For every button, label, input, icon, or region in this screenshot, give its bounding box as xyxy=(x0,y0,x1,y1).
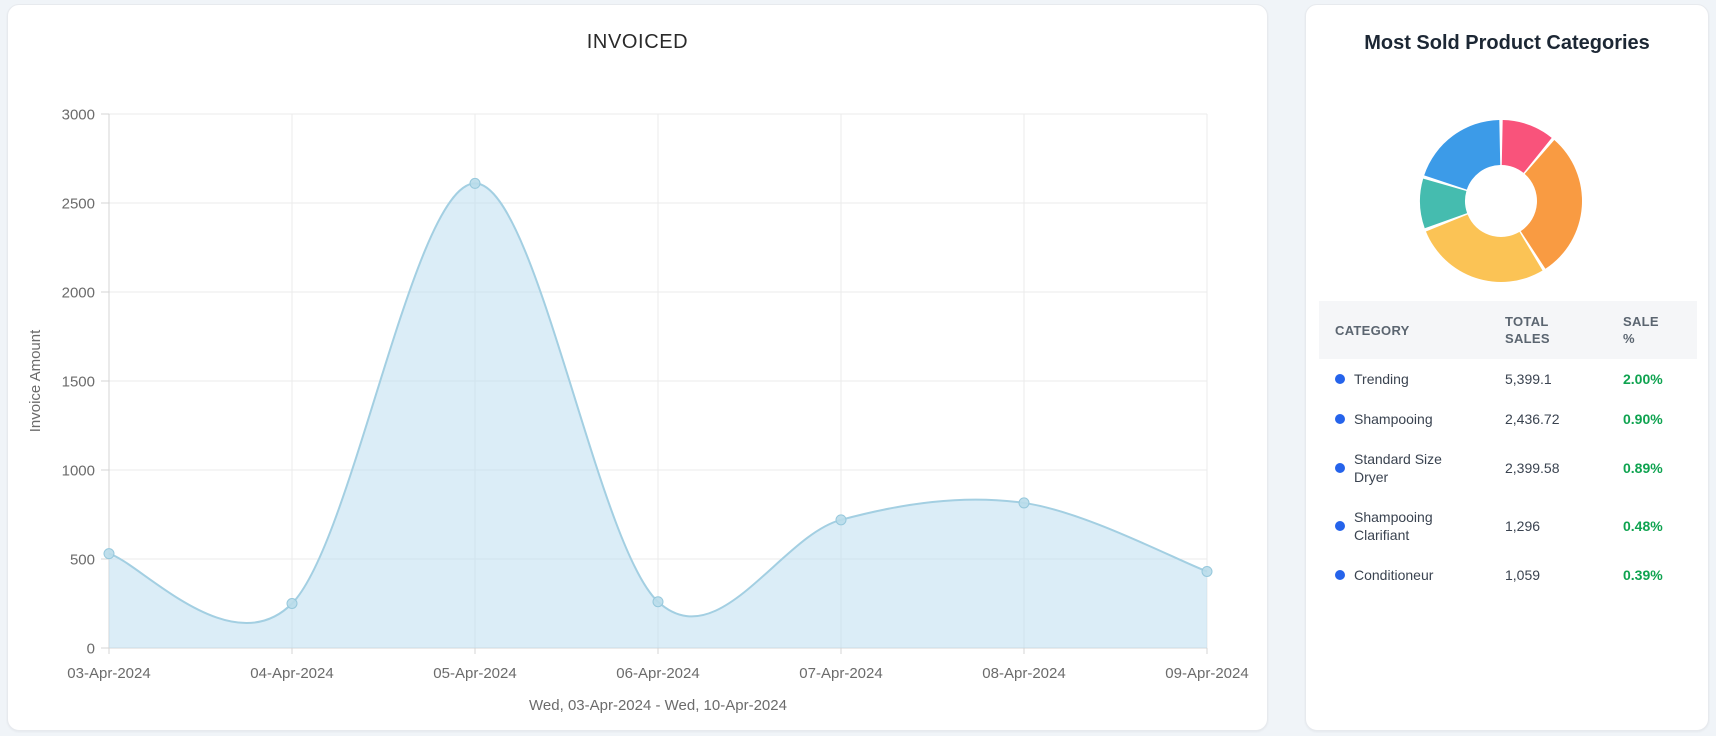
invoiced-chart-title: INVOICED xyxy=(586,31,689,53)
x-tick-label: 04-Apr-2024 xyxy=(250,665,333,682)
data-point[interactable] xyxy=(835,514,847,526)
sale-pct-value: 0.90% xyxy=(1623,411,1663,427)
category-bullet-icon xyxy=(1335,521,1345,531)
x-tick-label: 07-Apr-2024 xyxy=(799,665,882,682)
categories-table: CATEGORY TOTAL SALES SALE % Trending 5,3… xyxy=(1319,301,1697,595)
category-bullet-icon xyxy=(1335,374,1345,384)
x-tick-label: 05-Apr-2024 xyxy=(433,665,516,682)
category-label: Standard Size Dryer xyxy=(1354,451,1442,485)
category-cell: Shampooing xyxy=(1319,410,1491,428)
total-sales-value: 2,399.58 xyxy=(1505,460,1560,476)
category-bullet-icon xyxy=(1335,570,1345,580)
data-point[interactable] xyxy=(1201,565,1213,577)
header-total-sales: TOTAL SALES xyxy=(1505,314,1550,346)
data-point[interactable] xyxy=(469,177,481,189)
header-sale-pct: SALE % xyxy=(1623,314,1659,346)
category-bullet-icon xyxy=(1335,463,1345,473)
y-axis-label: Invoice Amount xyxy=(27,329,44,432)
donut-segment-1[interactable] xyxy=(1501,120,1552,173)
sale-pct-value: 0.48% xyxy=(1623,518,1663,534)
donut-segment-2[interactable] xyxy=(1520,140,1582,269)
x-tick-label: 09-Apr-2024 xyxy=(1165,665,1248,682)
invoiced-chart-card: INVOICED 0 500 1000 1500 2000 2500 3000 03-Apr-… xyxy=(7,4,1268,731)
categories-table-header: CATEGORY TOTAL SALES SALE % xyxy=(1319,301,1697,359)
donut-segment-3[interactable] xyxy=(1425,214,1543,282)
sale-pct-value: 2.00% xyxy=(1623,371,1663,387)
table-row[interactable]: Standard Size Dryer 2,399.58 0.89% xyxy=(1319,439,1697,497)
y-tick-label: 2500 xyxy=(62,195,95,212)
sale-pct-value: 0.39% xyxy=(1623,567,1663,583)
header-category: CATEGORY xyxy=(1335,322,1410,338)
invoiced-area-chart[interactable]: 0 500 1000 1500 2000 2500 3000 03-Apr-2024 04-Ap… xyxy=(8,5,1267,730)
x-tick-label: 03-Apr-2024 xyxy=(67,665,150,682)
category-label: Conditioneur xyxy=(1354,567,1434,583)
category-label: Shampooing Clarifiant xyxy=(1354,509,1433,543)
total-sales-value: 1,296 xyxy=(1505,518,1541,534)
donut-segment-4[interactable] xyxy=(1420,178,1468,229)
y-tick-label: 0 xyxy=(87,640,95,657)
y-tick-label: 3000 xyxy=(62,106,95,123)
table-row[interactable]: Shampooing 2,436.72 0.90% xyxy=(1319,399,1697,439)
y-tick-label: 2000 xyxy=(62,284,95,301)
x-axis-title: Wed, 03-Apr-2024 - Wed, 10-Apr-2024 xyxy=(529,697,787,714)
table-row[interactable]: Shampooing Clarifiant 1,296 0.48% xyxy=(1319,497,1697,555)
categories-table-body: Trending 5,399.1 2.00% Shampooing 2,436.… xyxy=(1319,359,1697,595)
most-sold-categories-title: Most Sold Product Categories xyxy=(1364,32,1650,54)
category-label: Shampooing xyxy=(1354,411,1433,427)
category-label: Trending xyxy=(1354,371,1409,387)
categories-donut-chart[interactable] xyxy=(1416,116,1586,286)
sale-pct-value: 0.89% xyxy=(1623,460,1663,476)
table-row[interactable]: Conditioneur 1,059 0.39% xyxy=(1319,555,1697,595)
total-sales-value: 5,399.1 xyxy=(1505,371,1552,387)
most-sold-categories-card: Most Sold Product Categories CATEGORY TO… xyxy=(1305,4,1709,731)
y-tick-label: 500 xyxy=(70,551,95,568)
category-cell: Trending xyxy=(1319,370,1491,388)
category-bullet-icon xyxy=(1335,414,1345,424)
data-point[interactable] xyxy=(286,598,298,609)
y-tick-label: 1000 xyxy=(62,462,95,479)
total-sales-value: 1,059 xyxy=(1505,567,1541,583)
x-tick-label: 06-Apr-2024 xyxy=(616,665,699,682)
data-point[interactable] xyxy=(652,596,664,608)
donut-segment-5[interactable] xyxy=(1424,120,1501,190)
table-row[interactable]: Trending 5,399.1 2.00% xyxy=(1319,359,1697,399)
area-fill xyxy=(109,183,1207,648)
x-tick-label: 08-Apr-2024 xyxy=(982,665,1065,682)
category-cell: Shampooing Clarifiant xyxy=(1319,508,1491,544)
category-cell: Conditioneur xyxy=(1319,566,1491,584)
total-sales-value: 2,436.72 xyxy=(1505,411,1560,427)
y-tick-label: 1500 xyxy=(62,373,95,390)
category-cell: Standard Size Dryer xyxy=(1319,450,1491,486)
data-point[interactable] xyxy=(103,548,115,560)
data-point[interactable] xyxy=(1018,497,1030,509)
